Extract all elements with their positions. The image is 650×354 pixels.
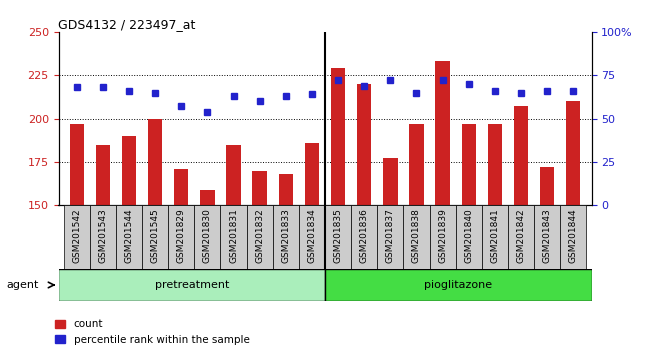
Text: GSM201543: GSM201543 xyxy=(98,209,107,263)
Text: GSM201843: GSM201843 xyxy=(543,209,552,263)
Bar xyxy=(194,205,220,269)
Bar xyxy=(462,124,476,205)
Bar xyxy=(482,205,508,269)
Bar xyxy=(410,124,424,205)
Bar xyxy=(560,205,586,269)
Bar xyxy=(540,167,554,205)
Text: GSM201835: GSM201835 xyxy=(333,209,343,263)
Text: GSM201831: GSM201831 xyxy=(229,209,238,263)
Bar xyxy=(325,205,351,269)
Text: pretreatment: pretreatment xyxy=(155,280,229,290)
Text: GSM201837: GSM201837 xyxy=(386,209,395,263)
Bar xyxy=(357,84,371,205)
Bar xyxy=(122,136,136,205)
Bar xyxy=(279,174,293,205)
Text: GSM201844: GSM201844 xyxy=(569,209,578,263)
Bar xyxy=(404,205,430,269)
Bar xyxy=(96,144,110,205)
Text: GSM201829: GSM201829 xyxy=(177,209,186,263)
Bar xyxy=(174,169,188,205)
Text: pioglitazone: pioglitazone xyxy=(424,280,492,290)
Text: GSM201836: GSM201836 xyxy=(359,209,369,263)
Bar xyxy=(220,205,246,269)
Bar xyxy=(325,269,592,301)
Bar xyxy=(456,205,482,269)
Bar xyxy=(273,205,299,269)
Text: GSM201840: GSM201840 xyxy=(464,209,473,263)
Bar xyxy=(430,205,456,269)
Text: agent: agent xyxy=(6,280,39,290)
Bar xyxy=(351,205,377,269)
Text: GSM201833: GSM201833 xyxy=(281,209,291,263)
Text: GSM201545: GSM201545 xyxy=(151,209,160,263)
Bar xyxy=(116,205,142,269)
Bar xyxy=(246,205,273,269)
Bar xyxy=(252,171,267,205)
Bar xyxy=(226,144,240,205)
Text: GSM201841: GSM201841 xyxy=(490,209,499,263)
Legend: count, percentile rank within the sample: count, percentile rank within the sample xyxy=(51,315,254,349)
Bar xyxy=(377,205,404,269)
Bar xyxy=(64,205,90,269)
Bar xyxy=(508,205,534,269)
Bar xyxy=(142,205,168,269)
Bar xyxy=(331,68,345,205)
Text: GSM201544: GSM201544 xyxy=(125,209,133,263)
Bar xyxy=(299,205,325,269)
Text: GSM201832: GSM201832 xyxy=(255,209,264,263)
Bar xyxy=(90,205,116,269)
Text: GSM201838: GSM201838 xyxy=(412,209,421,263)
Bar xyxy=(58,269,325,301)
Bar xyxy=(436,61,450,205)
Bar xyxy=(305,143,319,205)
Text: GSM201542: GSM201542 xyxy=(72,209,81,263)
Text: GDS4132 / 223497_at: GDS4132 / 223497_at xyxy=(58,18,196,31)
Bar xyxy=(534,205,560,269)
Bar xyxy=(566,101,580,205)
Bar xyxy=(488,124,502,205)
Text: GSM201830: GSM201830 xyxy=(203,209,212,263)
Bar xyxy=(200,190,214,205)
Bar xyxy=(383,159,398,205)
Text: GSM201834: GSM201834 xyxy=(307,209,317,263)
Bar xyxy=(70,124,84,205)
Text: GSM201839: GSM201839 xyxy=(438,209,447,263)
Bar xyxy=(514,107,528,205)
Bar xyxy=(148,119,162,205)
Text: GSM201842: GSM201842 xyxy=(517,209,525,263)
Bar xyxy=(168,205,194,269)
